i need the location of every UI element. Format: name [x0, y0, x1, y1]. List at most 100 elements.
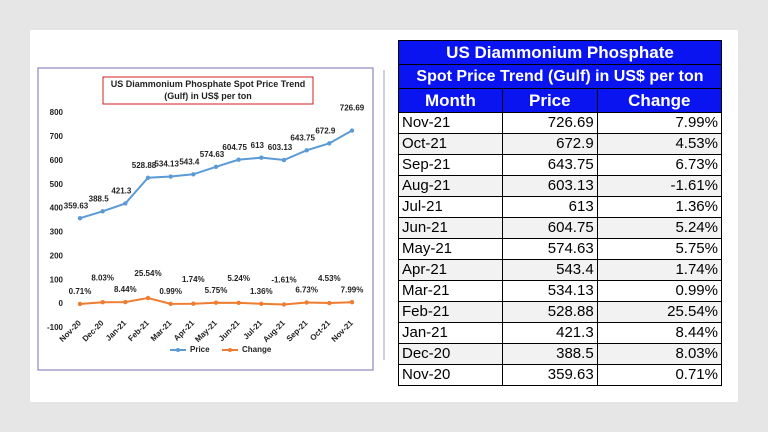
data-label: 6.73% — [295, 286, 318, 295]
table-row: Mar-21 534.13 0.99% — [398, 280, 723, 302]
table-cell: Dec-20 — [398, 343, 503, 365]
data-label: 8.03% — [91, 273, 114, 282]
table-cell: Jul-21 — [398, 196, 503, 218]
table-cell: 1.74% — [596, 259, 723, 281]
table-row: Jun-21 604.75 5.24% — [398, 217, 723, 239]
data-label: 7.99% — [341, 285, 364, 294]
table-row: Nov-21 726.69 7.99% — [398, 112, 723, 134]
table-cell: Mar-21 — [398, 280, 503, 302]
table-cell: 8.44% — [596, 322, 723, 344]
y-tick-label: 700 — [50, 132, 64, 141]
table-row: Sep-21 643.75 6.73% — [398, 154, 723, 176]
table-cell: 613 — [501, 196, 598, 218]
y-tick-label: 100 — [50, 275, 64, 284]
price-table: US Diammonium Phosphate Spot Price Trend… — [398, 40, 723, 386]
table-row: Apr-21 543.4 1.74% — [398, 259, 723, 281]
point — [304, 148, 309, 153]
y-tick-label: 400 — [50, 204, 64, 213]
table-body: Nov-21 726.69 7.99% Oct-21 672.9 4.53% Sep-21 6… — [398, 112, 723, 386]
table-cell: 421.3 — [501, 322, 598, 344]
table-row: Jan-21 421.3 8.44% — [398, 322, 723, 344]
data-label: 4.53% — [318, 274, 341, 283]
data-label: 603.13 — [268, 143, 293, 152]
table-cell: 359.63 — [501, 364, 598, 386]
table-cell: 0.71% — [596, 364, 723, 386]
data-label: 604.75 — [222, 143, 247, 152]
data-label: 613 — [251, 141, 265, 150]
table-cell: Jan-21 — [398, 322, 503, 344]
table-cell: 5.24% — [596, 217, 723, 239]
point — [327, 141, 332, 146]
y-tick-label: 200 — [50, 251, 64, 260]
data-label: 726.69 — [340, 104, 365, 113]
point — [327, 300, 332, 306]
table-cell: 574.63 — [501, 238, 598, 260]
point — [123, 201, 128, 206]
point — [191, 172, 196, 177]
data-label: 421.3 — [111, 187, 132, 196]
point — [259, 301, 264, 306]
data-label: 388.5 — [89, 194, 110, 203]
chart-title: US Diammonium Phosphate Spot Price Trend… — [110, 79, 306, 101]
table-subtitle: Spot Price Trend (Gulf) in US$ per ton — [398, 64, 722, 89]
y-tick-label: 600 — [50, 156, 64, 165]
point — [213, 300, 219, 305]
table-cell: 672.9 — [501, 133, 598, 155]
title-box — [102, 76, 314, 105]
point — [100, 209, 105, 214]
point — [349, 128, 355, 133]
point — [77, 215, 83, 221]
legend-marker — [176, 348, 180, 352]
table-cell: Feb-21 — [398, 301, 503, 323]
table-cell: 4.53% — [596, 133, 723, 155]
table-title: US Diammonium Phosphate — [398, 40, 722, 65]
point — [191, 301, 196, 306]
table-row: Nov-20 359.63 0.71% — [398, 364, 723, 386]
table-cell: Nov-21 — [398, 112, 503, 134]
table-cell: 0.99% — [596, 280, 723, 302]
point — [281, 302, 287, 307]
table-cell: Apr-21 — [398, 259, 503, 281]
point — [145, 295, 151, 301]
table-cell: 5.75% — [596, 238, 723, 260]
point — [168, 301, 173, 307]
table-cell: 6.73% — [596, 154, 723, 176]
y-tick-label: -100 — [47, 323, 64, 332]
point — [213, 164, 219, 170]
table-cell: Aug-21 — [398, 175, 503, 197]
y-tick-label: 800 — [50, 108, 64, 117]
table-cell: 643.75 — [501, 154, 598, 176]
point — [77, 301, 83, 307]
point — [259, 155, 264, 160]
table-cell: 604.75 — [501, 217, 598, 239]
data-label: 534.13 — [154, 160, 179, 169]
table-cell: Oct-21 — [398, 133, 503, 155]
table-row: Oct-21 672.9 4.53% — [398, 133, 723, 155]
data-label: 528.88 — [132, 161, 157, 170]
data-label: 574.63 — [200, 150, 225, 159]
table-row: Feb-21 528.88 25.54% — [398, 301, 723, 323]
data-label: 1.36% — [250, 287, 273, 296]
point — [100, 299, 105, 305]
point — [236, 300, 241, 306]
point — [349, 300, 355, 305]
point — [123, 299, 128, 305]
table-cell: 726.69 — [501, 112, 598, 134]
table-cell: 528.88 — [501, 301, 598, 323]
column-header: Change — [596, 88, 723, 113]
header-row: Month Price Change — [398, 88, 723, 113]
table-cell: Nov-20 — [398, 364, 503, 386]
table-row: Jul-21 613 1.36% — [398, 196, 723, 218]
y-tick-label: 0 — [59, 299, 64, 308]
column-header: Price — [501, 88, 598, 113]
data-label: 5.24% — [227, 274, 250, 283]
column-header: Month — [398, 88, 503, 113]
chart-frame — [37, 67, 374, 371]
data-label: 0.99% — [159, 287, 182, 296]
table-cell: 603.13 — [501, 175, 598, 197]
legend-label: Change — [242, 345, 272, 354]
data-label: 8.44% — [114, 285, 137, 294]
table-row: May-21 574.63 5.75% — [398, 238, 723, 260]
